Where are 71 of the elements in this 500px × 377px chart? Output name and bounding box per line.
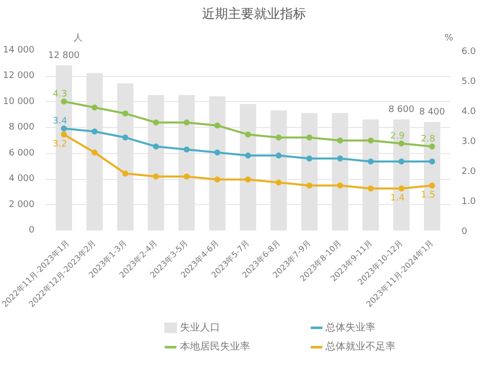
point [152,144,159,150]
y2-tick-label: 0 [462,227,468,237]
data-label: 3.4 [52,116,68,126]
point [368,158,374,164]
point [276,180,282,186]
y-tick-label: 12 000 [3,71,35,82]
point [276,152,282,158]
legend-label: 失业人口 [180,321,220,334]
point [368,138,374,144]
y-tick-label: 0 [28,226,35,236]
point [214,176,220,182]
point [184,174,190,180]
point [92,150,98,156]
y-tick-label: 8 000 [8,122,35,133]
y-tick-label: 6 000 [8,148,35,158]
data-label: 12 800 [48,50,80,61]
y-axis-title: 人 [73,32,82,44]
y2-tick-label: 4.0 [462,107,476,117]
point [306,134,312,140]
point [60,132,67,138]
point [337,138,344,144]
point [122,134,128,140]
point [122,170,128,176]
point [245,152,251,158]
y2-tick-label: 5.0 [462,77,476,87]
point [398,186,404,192]
y-tick-label: 2 000 [8,200,35,210]
y2-tick-label: 2.0 [462,167,476,177]
point [429,144,436,150]
y2-tick-label: 6.0 [462,47,476,57]
legend-label: 总体就业不足率 [324,340,396,353]
point [92,104,98,110]
point [337,182,344,188]
point [429,158,436,164]
point [122,110,128,116]
point [276,134,282,140]
data-label: 1.4 [390,194,405,204]
point [398,158,404,164]
point [398,140,404,146]
point [152,120,159,126]
point [337,156,344,162]
point [214,122,220,128]
data-label: 2.8 [420,134,436,144]
chart-title: 近期主要就业指标 [202,6,306,22]
y-tick-label: 4 000 [8,174,35,184]
data-label: 8 600 [388,104,415,115]
data-label: 8 400 [419,108,446,118]
point [429,182,436,188]
data-label: 1.5 [420,190,436,200]
point [152,174,159,180]
point [245,132,251,138]
point [92,128,98,134]
point [184,120,190,126]
legend-label: 总体失业率 [324,321,376,334]
data-label: 2.9 [390,132,405,142]
y2-tick-label: 1.0 [462,197,476,207]
point [60,126,67,132]
point [214,150,220,156]
point [306,182,312,188]
y2-axis-title: % [444,34,454,44]
y-tick-label: 10 000 [3,96,35,107]
legend-label: 本地居民失业率 [180,340,250,353]
y-tick-label: 14 000 [3,46,35,56]
point [306,156,312,162]
point [60,98,67,104]
point [368,186,374,192]
point [184,146,190,152]
data-label: 4.3 [52,90,68,100]
point [245,176,251,182]
data-label: 3.2 [52,140,68,150]
y2-tick-label: 3.0 [462,137,476,147]
